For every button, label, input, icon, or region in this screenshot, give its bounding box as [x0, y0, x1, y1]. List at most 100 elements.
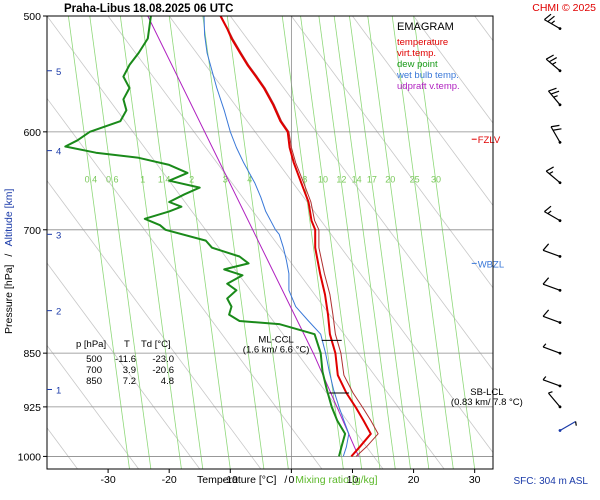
ccl-sub-ML-CCL: (1.6 km/ 6.6 °C) — [243, 344, 310, 355]
barb-full — [548, 87, 557, 92]
barb-half — [548, 171, 554, 175]
ccl-label-SB-LCL: SB-LCL — [470, 387, 503, 398]
barb-full — [542, 277, 550, 285]
x-tick-label--20: -20 — [162, 474, 177, 486]
mixing-label-0.4: 0.4 — [85, 175, 98, 185]
dry-adiabat-13 — [536, 16, 600, 469]
dry-adiabat-2 — [47, 262, 201, 469]
wind-barb-730 — [542, 243, 562, 258]
barb-staff — [544, 211, 561, 222]
wind-barb-545 — [545, 54, 562, 73]
barb-dot — [558, 321, 562, 324]
mixing-label-17: 17 — [367, 175, 377, 185]
barb-staff — [547, 90, 561, 106]
legend-updraft: udpraft v.temp. — [397, 81, 460, 92]
table-td-700: -20.6 — [152, 365, 174, 376]
legend-dew-point: dew point — [397, 59, 438, 70]
barb-half — [548, 391, 553, 394]
mixing-label-1: 1 — [140, 175, 145, 185]
barb-half — [553, 95, 558, 98]
series-virt-temp- — [220, 16, 379, 457]
mixing-label-4: 4 — [247, 175, 252, 185]
barb-full — [547, 15, 555, 23]
mixing-label-30: 30 — [431, 175, 441, 185]
mixing-line-3 — [202, 16, 265, 469]
barb-dot — [558, 351, 562, 355]
barb-full — [545, 54, 554, 60]
x-tick-label-20: 20 — [408, 474, 420, 486]
barb-full — [548, 57, 558, 63]
barb-dot — [558, 69, 562, 73]
barb-dot — [558, 103, 562, 107]
barb-staff — [559, 420, 576, 431]
mixing-line-14 — [333, 16, 396, 469]
wind-barb-850 — [542, 343, 562, 355]
mixing-label-1.4: 1.4 — [158, 175, 171, 185]
barb-staff — [542, 249, 561, 258]
mixing-line-17 — [349, 16, 411, 469]
barb-dot — [558, 219, 562, 223]
dry-adiabat-6 — [107, 16, 445, 469]
credit-text: CHMI © 2025 — [532, 2, 596, 14]
y-axis-title: Pressure [hPa] / Altitude [km] — [3, 189, 15, 334]
table-p-850: 850 — [86, 376, 102, 387]
barb-full — [544, 205, 552, 213]
y-axis-label-separator: / — [3, 254, 15, 257]
wind-barb-575 — [547, 87, 562, 107]
barb-dot — [558, 429, 562, 432]
barb-dot — [558, 255, 562, 258]
barb-half — [574, 421, 577, 426]
x-axis-label-mixing: Mixing ratio [g/kg] — [295, 474, 377, 486]
altitude-label-3: 3 — [56, 230, 61, 241]
mixing-line-30 — [413, 16, 476, 469]
barb-staff — [550, 126, 561, 143]
mixing-label-20: 20 — [385, 175, 395, 185]
plot-frame — [46, 15, 494, 470]
series-wet-bulb-temp- — [203, 16, 350, 457]
dry-adiabat-4 — [47, 97, 323, 469]
mixing-ratio-lines: 0.4 0.6 1 1.4 2 3 4 8 10 12 14 17 20 25 30 — [67, 16, 476, 469]
x-axis-label-temperature: Temperature [°C] — [197, 474, 277, 486]
mixing-line-0.6 — [89, 16, 152, 469]
barb-dot — [558, 384, 562, 388]
series-udpraft-v-temp- — [147, 16, 360, 457]
series-temperature — [219, 16, 372, 458]
profile-series — [64, 16, 379, 458]
barb-staff — [544, 19, 561, 30]
wind-barb-960 — [558, 420, 577, 432]
wind-barb-770 — [542, 277, 562, 292]
mixing-label-0.6: 0.6 — [106, 175, 119, 185]
barb-staff — [542, 315, 561, 324]
dry-adiabat-3 — [47, 180, 262, 469]
annotations: FZLV WBZL ML-CCL(1.6 km/ 6.6 °C) SB-LCL(0.8… — [243, 135, 523, 408]
x-axis-title: Temperature [°C] / Mixing ratio [g/kg] — [197, 474, 378, 486]
wind-barb-895 — [542, 376, 562, 388]
barb-dot — [558, 405, 562, 409]
mixing-line-4 — [226, 16, 289, 469]
mixing-line-2 — [168, 16, 231, 469]
table-header-p: p [hPa] — [76, 339, 106, 350]
mixing-line-20 — [367, 16, 430, 469]
wind-barb-810 — [542, 309, 562, 324]
legend-virt-temp: virt.temp. — [397, 48, 436, 59]
barb-half — [542, 343, 547, 348]
wind-barb-925 — [547, 391, 562, 409]
y-tick-label-500: 500 — [23, 11, 41, 23]
mixing-line-1.4 — [141, 16, 204, 469]
mixing-line-0.4 — [67, 16, 130, 469]
mixing-label-8: 8 — [302, 175, 307, 185]
barb-half — [542, 376, 547, 381]
surface-elevation: SFC: 304 m ASL — [514, 476, 589, 487]
mixing-line-10 — [300, 16, 363, 469]
wind-barb-650 — [545, 166, 562, 185]
x-tick-label-10: 10 — [347, 474, 359, 486]
x-tick-label-0: 0 — [288, 474, 294, 486]
barb-half — [550, 20, 556, 25]
table-p-700: 700 — [86, 365, 102, 376]
barb-full — [542, 309, 550, 317]
barb-full — [550, 90, 560, 95]
table-header-t: T — [124, 339, 130, 350]
ccl-label-ML-CCL: ML-CCL — [258, 334, 293, 345]
